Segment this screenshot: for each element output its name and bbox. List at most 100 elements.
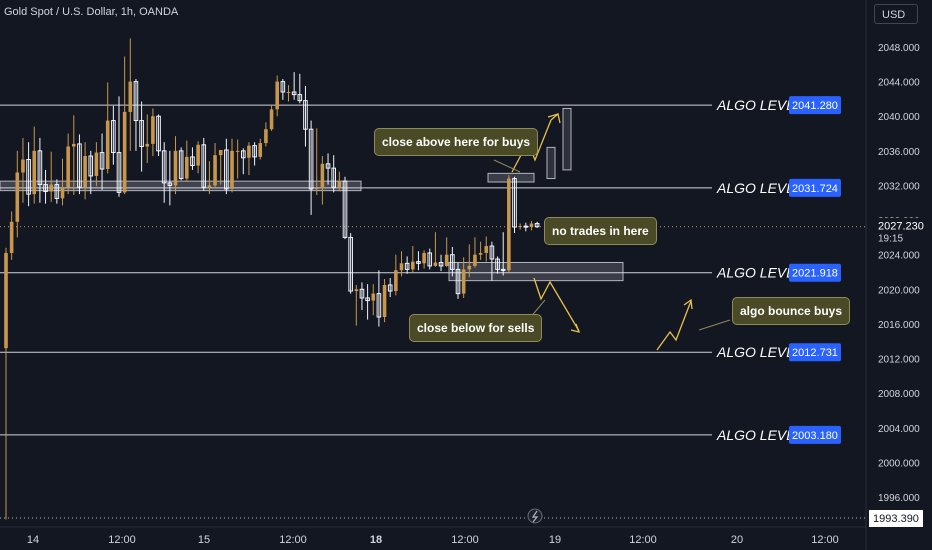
candle-body bbox=[54, 184, 60, 199]
candle-body bbox=[43, 184, 48, 193]
zone-rect-sell-trigger bbox=[448, 261, 624, 282]
candle-body bbox=[382, 284, 387, 317]
time-tick-label: 12:00 bbox=[279, 534, 307, 546]
time-tick-label: 19 bbox=[549, 534, 561, 546]
candle-body bbox=[49, 184, 53, 192]
arrow-sells-head bbox=[570, 323, 581, 333]
candle-body bbox=[151, 116, 155, 144]
time-tick-label: 20 bbox=[731, 534, 743, 546]
low-price-badge bbox=[869, 510, 923, 527]
algo-level-label: ALGO LEVEL bbox=[716, 265, 803, 281]
lightning-icon[interactable] bbox=[527, 508, 543, 524]
candle-body bbox=[72, 143, 76, 147]
candle-body bbox=[116, 152, 122, 193]
candle-body bbox=[133, 81, 139, 122]
algo-level-price-badge bbox=[789, 425, 841, 444]
candle-body bbox=[32, 150, 37, 195]
zone-rect-left bbox=[0, 180, 362, 192]
candle-body bbox=[201, 144, 207, 188]
candle-body bbox=[173, 150, 178, 186]
candle-body bbox=[178, 150, 184, 180]
time-tick-label: 12:00 bbox=[451, 534, 479, 546]
candle-body bbox=[507, 178, 511, 271]
candle-body bbox=[365, 297, 370, 302]
candle-body bbox=[21, 159, 25, 173]
candle-body bbox=[185, 156, 189, 179]
price-tick-label: 2020.000 bbox=[878, 285, 920, 296]
price-tick-label: 2024.000 bbox=[878, 251, 920, 262]
candle-body bbox=[518, 226, 522, 228]
price-tick-label: 2036.000 bbox=[878, 147, 920, 158]
candle-body bbox=[438, 261, 444, 267]
candle-body bbox=[411, 261, 415, 270]
low-price-value: 1993.390 bbox=[873, 513, 919, 525]
time-tick-label: 14 bbox=[27, 534, 39, 546]
algo-level-price: 2003.180 bbox=[792, 430, 838, 442]
candle-body bbox=[77, 143, 82, 188]
price-tick-label: 2044.000 bbox=[878, 78, 920, 89]
candle-body bbox=[495, 258, 500, 270]
candle-body bbox=[83, 156, 87, 188]
price-tick-label: 2048.000 bbox=[878, 43, 920, 54]
price-tick-label: 2016.000 bbox=[878, 320, 920, 331]
candle-body bbox=[450, 254, 455, 270]
candle-body bbox=[275, 81, 279, 110]
note-algo-bounce-buys: algo bounce buys bbox=[732, 297, 851, 325]
symbol-title: Gold Spot / U.S. Dollar, 1h, OANDA bbox=[4, 6, 179, 18]
candle-body bbox=[280, 81, 286, 93]
time-tick-label: 15 bbox=[198, 534, 210, 546]
candle-body bbox=[342, 180, 348, 238]
zone-rect-small-1 bbox=[546, 146, 556, 180]
candle-body bbox=[207, 185, 212, 188]
algo-level-label: ALGO LEVEL bbox=[716, 97, 803, 113]
candle-body bbox=[387, 284, 393, 292]
candle-body bbox=[303, 100, 308, 130]
candle-body bbox=[354, 289, 359, 292]
algo-level-price: 2021.918 bbox=[792, 268, 838, 280]
zone-rect-small-2 bbox=[562, 107, 572, 171]
candle-body bbox=[37, 150, 43, 186]
candle-body bbox=[308, 128, 314, 190]
candle-body bbox=[444, 254, 449, 266]
lightning-icon-glyph bbox=[531, 510, 539, 523]
candle-body bbox=[461, 269, 466, 294]
price-tick-label: 1996.000 bbox=[878, 493, 920, 504]
candle-body bbox=[60, 187, 65, 199]
price-tick-label: 2004.000 bbox=[878, 424, 920, 435]
candle-body bbox=[427, 252, 433, 267]
time-tick-label: 12:00 bbox=[108, 534, 136, 546]
candle-body bbox=[337, 181, 342, 188]
candle-body bbox=[99, 152, 105, 170]
algo-level-price: 2031.724 bbox=[792, 183, 838, 195]
candle-body bbox=[230, 150, 234, 189]
candle-body bbox=[399, 263, 404, 271]
candle-body bbox=[433, 262, 438, 266]
candle-body bbox=[467, 265, 472, 270]
current-price-value: 2027.230 bbox=[878, 221, 924, 233]
candle-body bbox=[128, 81, 133, 112]
time-tick-label: 18 bbox=[370, 534, 382, 546]
candle-body bbox=[325, 163, 331, 169]
time-tick-label: 12:00 bbox=[629, 534, 657, 546]
candle-body bbox=[161, 150, 167, 184]
currency-selector[interactable]: USD bbox=[874, 4, 918, 24]
candle-body bbox=[224, 149, 229, 190]
candle-body bbox=[512, 178, 517, 228]
time-tick-label: 12:00 bbox=[811, 534, 839, 546]
candle-body bbox=[529, 223, 534, 227]
note-close-above-for-buys: close above here for buys bbox=[374, 128, 539, 156]
candle-body bbox=[258, 143, 263, 157]
algo-level-price: 2041.280 bbox=[792, 100, 838, 112]
candle-body bbox=[105, 120, 110, 170]
candle-body bbox=[286, 92, 291, 93]
algo-level-label: ALGO LEVEL bbox=[716, 344, 803, 360]
candle-body bbox=[94, 152, 99, 176]
candle-body bbox=[264, 129, 268, 144]
price-tick-label: 2012.000 bbox=[878, 355, 920, 366]
candle-body bbox=[478, 252, 483, 255]
candle-body bbox=[269, 109, 274, 130]
candle-body bbox=[291, 91, 297, 96]
price-tick-label: 2040.000 bbox=[878, 112, 920, 123]
